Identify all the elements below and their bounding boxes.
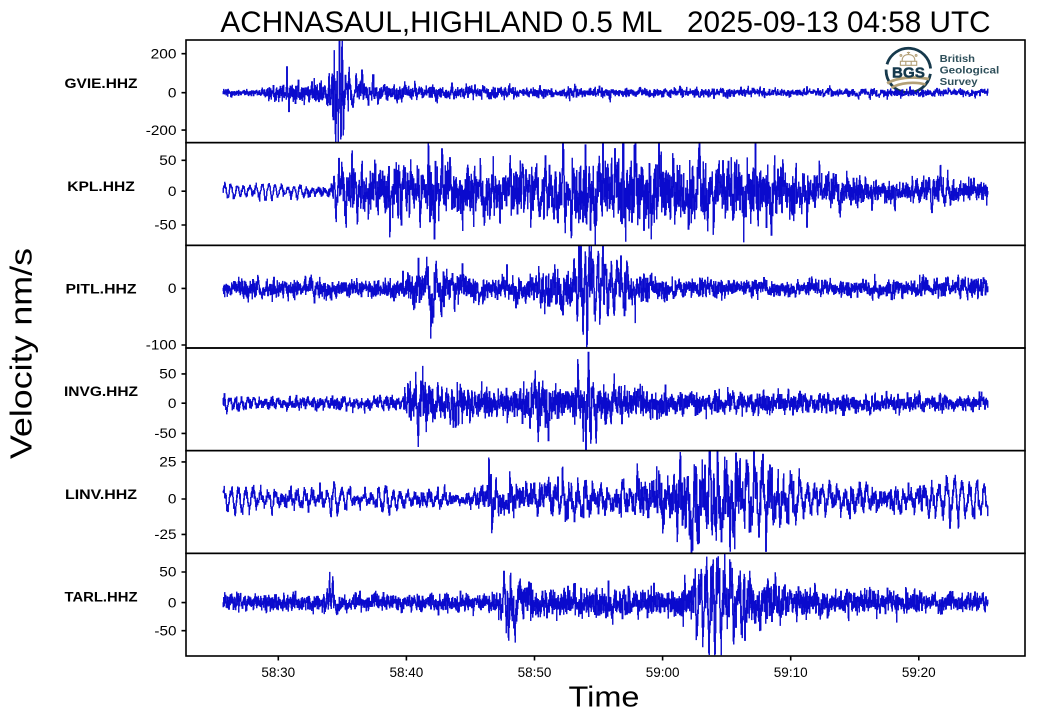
svg-text:0: 0 bbox=[168, 184, 177, 199]
svg-text:British: British bbox=[940, 54, 975, 65]
svg-text:ACHNASAUL,HIGHLAND 0.5 ML 20: ACHNASAUL,HIGHLAND 0.5 ML 2025-09-13 04:… bbox=[221, 6, 991, 39]
svg-text:TARL.HHZ: TARL.HHZ bbox=[65, 590, 138, 606]
svg-text:25: 25 bbox=[159, 455, 176, 470]
svg-text:LINV.HHZ: LINV.HHZ bbox=[65, 487, 137, 503]
svg-text:59:20: 59:20 bbox=[902, 665, 936, 680]
svg-text:Survey: Survey bbox=[940, 77, 979, 88]
svg-text:PITL.HHZ: PITL.HHZ bbox=[66, 282, 137, 298]
svg-text:0: 0 bbox=[168, 595, 177, 610]
svg-text:-50: -50 bbox=[154, 218, 176, 233]
svg-text:0: 0 bbox=[168, 492, 177, 507]
svg-text:58:50: 58:50 bbox=[518, 665, 552, 680]
svg-text:-200: -200 bbox=[146, 123, 177, 138]
svg-text:BGS: BGS bbox=[892, 65, 925, 82]
svg-text:-50: -50 bbox=[154, 623, 176, 638]
svg-text:0: 0 bbox=[168, 396, 177, 411]
svg-text:59:10: 59:10 bbox=[774, 665, 808, 680]
svg-text:Velocity nm/s: Velocity nm/s bbox=[4, 248, 39, 459]
svg-text:Time: Time bbox=[569, 682, 640, 714]
svg-text:Geological: Geological bbox=[940, 65, 1000, 76]
svg-text:0: 0 bbox=[168, 85, 177, 100]
svg-text:INVG.HHZ: INVG.HHZ bbox=[64, 384, 138, 400]
svg-text:58:30: 58:30 bbox=[261, 665, 295, 680]
svg-text:-50: -50 bbox=[154, 426, 176, 441]
svg-text:GVIE.HHZ: GVIE.HHZ bbox=[65, 76, 138, 92]
svg-text:58:40: 58:40 bbox=[390, 665, 424, 680]
svg-text:-25: -25 bbox=[154, 527, 176, 542]
svg-text:50: 50 bbox=[159, 367, 176, 382]
svg-text:0: 0 bbox=[168, 281, 177, 296]
svg-text:59:00: 59:00 bbox=[646, 665, 680, 680]
svg-text:-100: -100 bbox=[146, 338, 177, 353]
svg-text:KPL.HHZ: KPL.HHZ bbox=[67, 179, 135, 195]
svg-text:50: 50 bbox=[159, 565, 176, 580]
svg-text:200: 200 bbox=[151, 46, 177, 61]
svg-text:50: 50 bbox=[159, 153, 176, 168]
